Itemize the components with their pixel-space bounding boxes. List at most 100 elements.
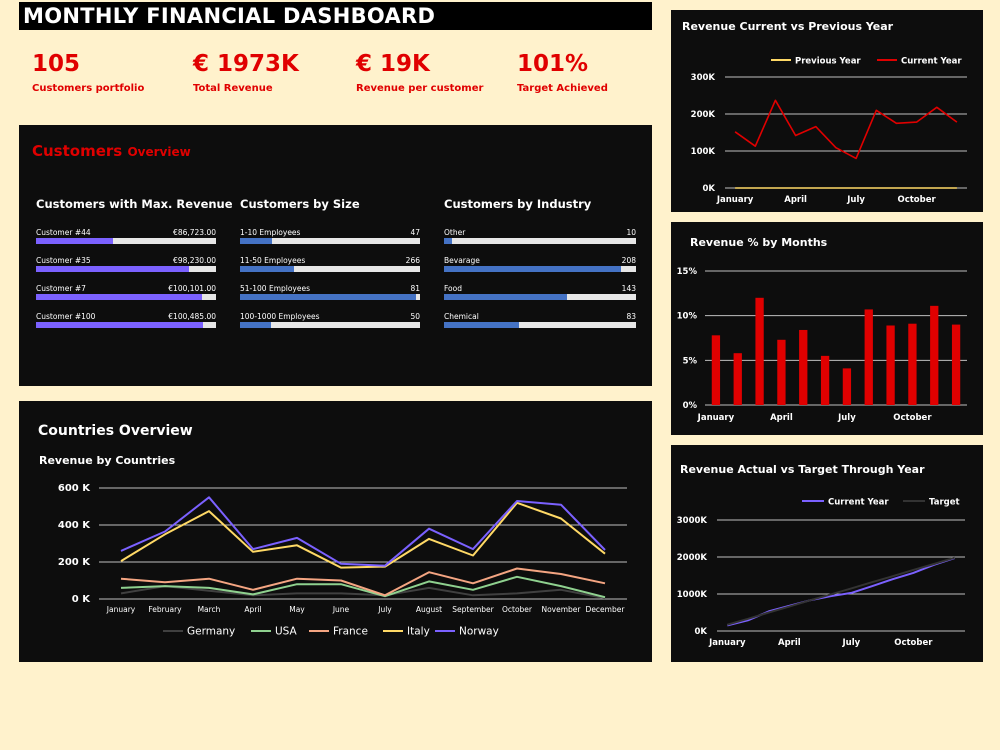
countries-chart-title: Revenue by Countries [39, 454, 176, 467]
bar-track [240, 294, 420, 300]
customers-title: Customers [32, 142, 123, 160]
bar-label: Other [444, 228, 466, 237]
bar-track [240, 266, 420, 272]
x-tick-label: November [541, 605, 581, 614]
bar [886, 325, 895, 405]
bar-label: Chemical [444, 312, 479, 321]
bar-row: 51-100 Employees 81 [240, 281, 420, 309]
bar-value: 143 [621, 284, 636, 293]
bar-fill [240, 294, 417, 300]
bar-value: 50 [410, 312, 420, 321]
bar [864, 309, 873, 405]
revenue-pct-bar-chart: 0% 5% 10% 15% January April July October [677, 267, 967, 423]
max-revenue-heading: Customers with Max. Revenue [36, 197, 233, 211]
series-line-france [120, 567, 606, 597]
bar-track [36, 238, 216, 244]
bar-label: Customer #7 [36, 284, 86, 293]
revenue-pct-title: Revenue % by Months [690, 236, 828, 249]
y-tick-label: 100K [691, 147, 716, 157]
y-tick-label: 600 K [58, 483, 91, 494]
bar [930, 305, 939, 405]
series-line-current-year [734, 99, 958, 160]
bar-fill [240, 238, 273, 244]
x-tick-label: January [708, 638, 746, 648]
revenue-pct-panel: Revenue % by Months 0% 5% 10% 15% January Apr… [671, 222, 983, 435]
bar-row: Chemical 83 [444, 309, 636, 337]
series-line-norway [120, 496, 606, 567]
y-tick-label: 0K [702, 184, 715, 194]
bar-value: 83 [626, 312, 636, 321]
x-tick-label: October [897, 195, 936, 205]
bar-track [240, 238, 420, 244]
bar-fill [444, 238, 452, 244]
by-industry-column: Customers by Industry Other 10 Bevarage … [444, 197, 636, 337]
by-size-column: Customers by Size 1-10 Employees 47 11-5… [240, 197, 420, 337]
bar-fill [36, 294, 202, 300]
bar-track [240, 322, 420, 328]
kpi-label: Customers portfolio [32, 83, 145, 94]
bar-row: 100-1000 Employees 50 [240, 309, 420, 337]
customers-subtitle: Overview [127, 145, 191, 159]
bar-fill [240, 322, 271, 328]
bar-label: 1-10 Employees [240, 228, 301, 237]
bar-label: 100-1000 Employees [240, 312, 320, 321]
y-tick-label: 3000K [677, 516, 708, 526]
by-industry-list: Other 10 Bevarage 208 Food 143 Chemical … [444, 225, 636, 337]
countries-line-chart: 0 K 200 K 400 K 600 K January February March Ap… [58, 483, 627, 638]
bar-track [36, 322, 216, 328]
bar-row: Customer #100 €100,485.00 [36, 309, 216, 337]
y-tick-label: 1000K [677, 590, 708, 600]
x-tick-label: April [784, 195, 807, 205]
bar-value: 47 [410, 228, 420, 237]
bar-track [444, 238, 636, 244]
legend-label: Germany [187, 626, 235, 638]
y-tick-label: 0 K [72, 594, 91, 605]
bar [711, 335, 721, 405]
customers-overview-panel: Customers Overview Customers with Max. R… [19, 125, 652, 386]
y-tick-label: 300K [691, 73, 716, 83]
series-line-usa [120, 575, 606, 599]
by-size-list: 1-10 Employees 47 11-50 Employees 266 51… [240, 225, 420, 337]
bar-label: 11-50 Employees [240, 256, 306, 265]
current-vs-previous-chart: 0K 100K 200K 300K January April July October Pre… [691, 57, 967, 205]
bar-value: €98,230.00 [173, 256, 216, 265]
by-size-heading: Customers by Size [240, 197, 360, 211]
x-tick-label: October [894, 638, 933, 648]
max-revenue-column: Customers with Max. Revenue Customer #44… [36, 197, 233, 337]
legend-label: France [333, 626, 368, 638]
kpi-value: € 1973K [193, 51, 299, 77]
y-tick-label: 200 K [58, 557, 91, 568]
bar [842, 368, 852, 405]
x-tick-label: April [778, 638, 801, 648]
bar-row: 11-50 Employees 266 [240, 253, 420, 281]
y-tick-label: 2000K [677, 553, 708, 563]
series-line-germany [120, 585, 606, 600]
bar-value: €100,101.00 [168, 284, 216, 293]
bar-row: Customer #35 €98,230.00 [36, 253, 216, 281]
bar-row: Customer #7 €100,101.00 [36, 281, 216, 309]
bar-label: Bevarage [444, 256, 480, 265]
x-tick-label: April [770, 413, 793, 423]
bar-fill [36, 322, 204, 328]
bar-fill [444, 322, 519, 328]
x-tick-label: January [106, 605, 136, 614]
y-tick-label: 5% [683, 356, 698, 366]
y-tick-label: 10% [677, 312, 698, 322]
legend-label: Previous Year [795, 57, 861, 67]
legend-label: USA [275, 626, 298, 638]
kpi-value: 101% [517, 51, 589, 77]
bar-value: 81 [410, 284, 420, 293]
bar [733, 353, 742, 405]
bar-track [444, 294, 636, 300]
dashboard-title: MONTHLY FINANCIAL DASHBOARD [19, 2, 652, 30]
bar-label: Customer #100 [36, 312, 96, 321]
bar-track [36, 294, 216, 300]
legend-label: Current Year [901, 57, 962, 67]
kpi-value: € 19K [356, 51, 430, 77]
kpi-label: Total Revenue [193, 83, 273, 94]
x-tick-label: August [416, 605, 442, 614]
bar-label: Customer #35 [36, 256, 91, 265]
x-tick-label: July [841, 638, 860, 648]
x-tick-label: January [716, 195, 754, 205]
bar-label: Food [444, 284, 462, 293]
